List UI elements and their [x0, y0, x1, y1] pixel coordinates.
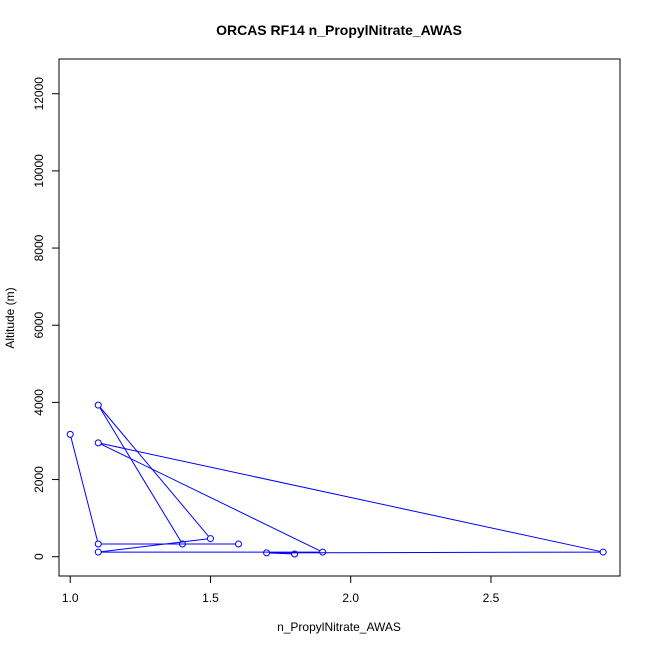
- plot-frame: [58, 58, 621, 577]
- y-axis-label: Altitude (m): [3, 287, 17, 348]
- data-point: [291, 550, 299, 558]
- x-tick-label: 2.5: [483, 591, 500, 605]
- y-tick-label: 2000: [32, 466, 46, 493]
- y-tick-label: 6000: [32, 312, 46, 339]
- data-point: [178, 540, 186, 548]
- y-axis: 0 2000 4000 6000 8000 10000 12000: [32, 77, 60, 560]
- data-point: [599, 548, 607, 556]
- series-segment: [101, 538, 208, 553]
- series-line: [70, 407, 601, 555]
- data-point: [94, 401, 102, 409]
- x-axis-label: n_PropylNitrate_AWAS: [277, 620, 401, 634]
- series-segment: [101, 443, 601, 552]
- y-tick-label: 12000: [32, 77, 46, 111]
- series-segment: [269, 552, 292, 555]
- chart-title: ORCAS RF14 n_PropylNitrate_AWAS: [216, 22, 462, 38]
- y-tick-label: 4000: [32, 389, 46, 416]
- data-point: [94, 540, 102, 548]
- series-segment: [99, 407, 209, 537]
- series-segment: [70, 437, 99, 542]
- data-point: [94, 439, 102, 447]
- x-axis: 1.0 1.5 2.0 2.5: [62, 575, 500, 605]
- data-point: [235, 540, 243, 548]
- series-segment: [99, 407, 182, 542]
- data-point: [263, 549, 271, 557]
- x-tick-label: 1.5: [202, 591, 219, 605]
- y-tick-label: 8000: [32, 234, 46, 261]
- y-tick-label: 0: [32, 553, 46, 560]
- data-point: [206, 535, 214, 543]
- series-segment: [269, 551, 601, 554]
- series-points: [66, 401, 607, 558]
- y-tick-label: 10000: [32, 154, 46, 188]
- data-point: [66, 430, 74, 438]
- series-segment: [100, 443, 321, 552]
- data-point: [94, 548, 102, 556]
- x-tick-label: 1.0: [62, 591, 79, 605]
- data-point: [319, 548, 327, 556]
- x-tick-label: 2.0: [342, 591, 359, 605]
